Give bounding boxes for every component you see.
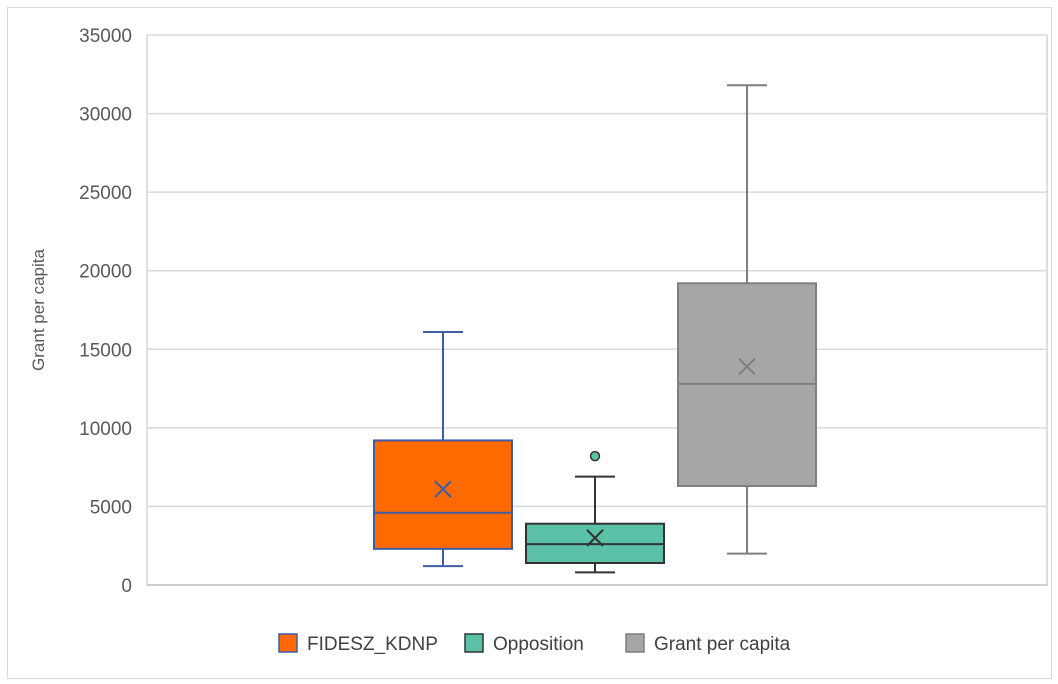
legend-item: FIDESZ_KDNP bbox=[278, 633, 438, 655]
y-tick-label: 20000 bbox=[79, 262, 132, 283]
series-group bbox=[373, 84, 817, 574]
legend-swatch bbox=[278, 633, 298, 653]
legend-swatch bbox=[625, 633, 645, 653]
y-tick-label: 5000 bbox=[90, 497, 132, 518]
plot-area bbox=[146, 34, 1048, 586]
box-fidesz-kdnp bbox=[373, 331, 513, 568]
mean-marker bbox=[738, 357, 756, 376]
y-tick-label: 35000 bbox=[79, 26, 132, 47]
y-tick-label: 25000 bbox=[79, 183, 132, 204]
mean-marker bbox=[434, 480, 452, 498]
legend-label: Opposition bbox=[493, 634, 584, 655]
box-grant-per-capita bbox=[677, 84, 817, 555]
plot-area-border bbox=[146, 34, 1048, 586]
mean-marker bbox=[586, 529, 604, 547]
y-axis: 0 5000 10000 15000 20000 25000 30000 35000 bbox=[79, 26, 132, 597]
legend-label: Grant per capita bbox=[654, 634, 791, 655]
y-tick-label: 30000 bbox=[79, 105, 132, 126]
legend-item: Opposition bbox=[464, 633, 584, 655]
outlier-point bbox=[589, 450, 601, 462]
y-tick-label: 0 bbox=[121, 576, 132, 597]
chart-area bbox=[7, 7, 1052, 679]
box-opposition bbox=[525, 450, 665, 574]
legend-item: Grant per capita bbox=[625, 633, 791, 655]
y-axis-title: Grant per capita bbox=[29, 249, 48, 371]
iqr-box bbox=[373, 439, 513, 550]
y-tick-label: 10000 bbox=[79, 419, 132, 440]
y-tick-label: 15000 bbox=[79, 340, 132, 361]
legend-swatch bbox=[464, 633, 484, 653]
legend-label: FIDESZ_KDNP bbox=[307, 634, 438, 655]
legend: FIDESZ_KDNP Opposition Grant per capita bbox=[278, 633, 791, 655]
